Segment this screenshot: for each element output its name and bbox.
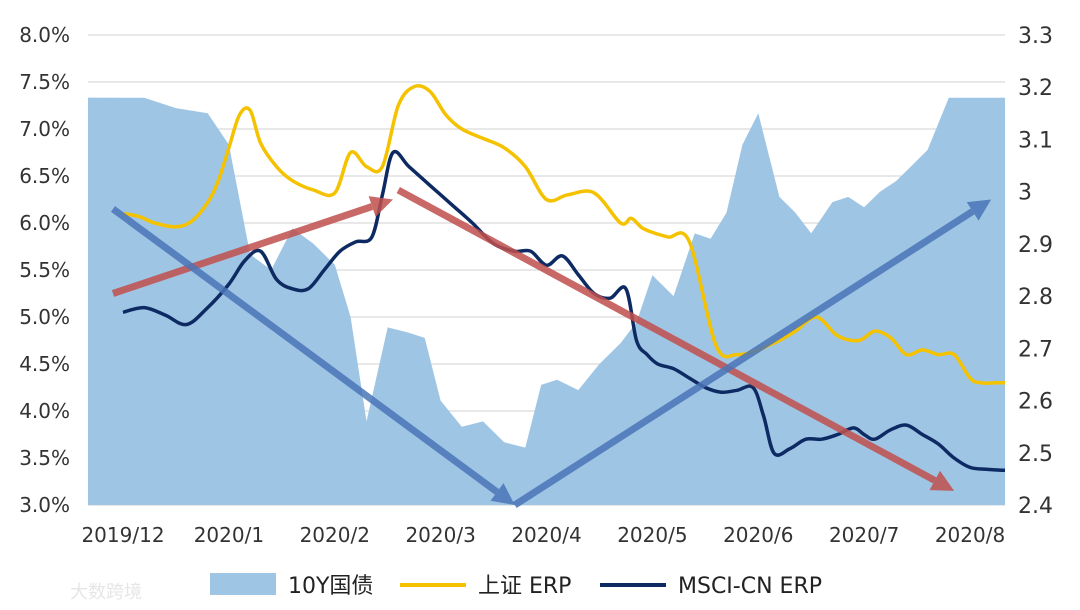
line-series-shanghai-erp (122, 84, 1005, 385)
right-tick-label: 3.2 (1018, 76, 1053, 101)
right-tick-label: 3 (1018, 181, 1032, 206)
right-tick-label: 3.1 (1018, 128, 1053, 153)
left-tick-label: 5.5% (19, 258, 70, 282)
x-tick-label: 2020/4 (511, 523, 581, 547)
x-tick-label: 2020/8 (935, 523, 1005, 547)
watermark-text: 大数跨境 (70, 582, 142, 603)
left-tick-label: 4.5% (19, 352, 70, 376)
x-tick-label: 2020/1 (194, 523, 264, 547)
x-tick-label: 2020/3 (405, 523, 475, 547)
trend-arrow-shaft (110, 206, 500, 495)
left-tick-label: 4.0% (19, 399, 70, 423)
right-tick-label: 2.9 (1018, 233, 1053, 258)
trend-arrow (512, 199, 992, 508)
trend-arrow-shaft (111, 203, 374, 297)
trend-arrow (396, 187, 955, 491)
x-tick-label: 2020/6 (723, 523, 793, 547)
x-tick-label: 2020/2 (300, 523, 370, 547)
left-tick-label: 8.0% (19, 23, 70, 47)
x-tick-label: 2020/5 (617, 523, 687, 547)
left-tick-label: 7.5% (19, 70, 70, 94)
right-tick-label: 2.5 (1018, 442, 1053, 467)
legend-label: 上证 ERP (478, 574, 571, 599)
line-series-msci-cn-erp (122, 149, 1006, 473)
right-tick-label: 2.4 (1018, 494, 1053, 519)
right-axis: 3.3 3.2 3.1 3 2.9 2.8 2.7 2.6 2.5 2.4 (1018, 24, 1053, 519)
x-tick-label: 2019/12 (81, 523, 164, 547)
trend-arrows (110, 187, 992, 508)
trend-arrow-head (966, 199, 992, 221)
trend-arrow (111, 196, 393, 297)
trend-arrow-head (490, 483, 515, 505)
trend-arrow (110, 206, 515, 505)
x-axis: 2019/12 2020/1 2020/2 2020/3 2020/4 2020/5 202… (81, 523, 1005, 547)
trend-arrow-shaft (396, 187, 937, 484)
area-series-10y (88, 97, 1005, 506)
left-axis: 8.0% 7.5% 7.0% 6.5% 6.0% 5.5% 5.0% 4.5% 4.0% 3.5%… (19, 23, 70, 517)
left-tick-label: 6.5% (19, 164, 70, 188)
right-tick-label: 2.6 (1018, 390, 1053, 415)
right-tick-label: 2.7 (1018, 337, 1053, 362)
right-tick-label: 3.3 (1018, 24, 1053, 49)
left-tick-label: 5.0% (19, 305, 70, 329)
legend-label: MSCI-CN ERP (678, 574, 822, 599)
legend: 10Y国债 上证 ERP MSCI-CN ERP (210, 573, 822, 599)
line-series-layer (122, 84, 1006, 473)
legend-label: 10Y国债 (288, 574, 373, 599)
right-tick-label: 2.8 (1018, 285, 1053, 310)
trend-arrow-shaft (512, 208, 975, 508)
trend-arrow-head (368, 196, 393, 217)
x-tick-label: 2020/7 (829, 523, 899, 547)
trend-arrow-head (929, 470, 955, 491)
area-series-layer (88, 97, 1005, 506)
left-tick-label: 3.5% (19, 446, 70, 470)
legend-swatch-area (210, 573, 276, 595)
left-tick-label: 7.0% (19, 117, 70, 141)
left-tick-label: 3.0% (19, 493, 70, 517)
left-tick-label: 6.0% (19, 211, 70, 235)
watermark: 大数跨境 (70, 582, 142, 603)
